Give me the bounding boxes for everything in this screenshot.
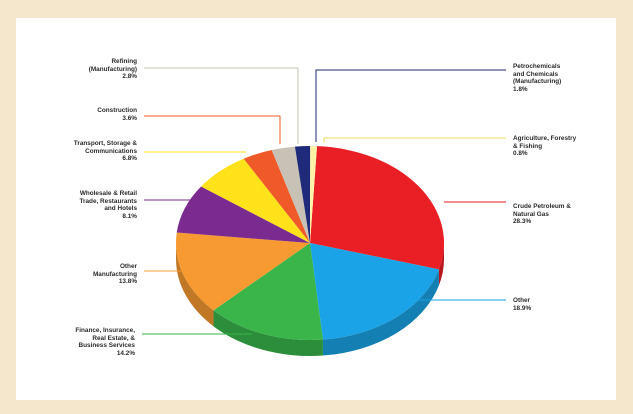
slice-label-value: 8.1% (122, 212, 137, 220)
chart-card: Crude Petroleum & Natural Gas 28.3% Other 1… (16, 18, 616, 400)
pie-side-walls (176, 243, 444, 356)
slice-label-name: Agriculture, Forestry & Fishing (513, 135, 577, 150)
slice-label-value: 18.9% (513, 304, 532, 312)
slice-label-value: 28.3% (513, 218, 532, 226)
slice-label-4: Wholesale & Retail Trade, Restaurants an… (79, 190, 137, 220)
slice-label-name: Refining (Manufacturing) (88, 58, 137, 73)
pie-slice-4 (176, 186, 310, 243)
slice-label-1: Other 18.9% (513, 297, 531, 312)
pie-top-faces (176, 146, 444, 340)
slice-label-value: 6.8% (122, 155, 137, 163)
pie-slice-1 (310, 243, 439, 340)
slice-label-value: 0.8% (513, 150, 528, 158)
slice-label-value: 14.2% (116, 349, 135, 357)
leader-line-9 (323, 137, 506, 143)
slice-label-name: Other Manufacturing (92, 263, 137, 278)
leader-line-7 (144, 67, 299, 144)
pie-slice-side-3 (176, 243, 214, 327)
pie-slice-7 (271, 146, 310, 243)
pie-slice-2 (213, 243, 323, 340)
pie-slice-3 (176, 232, 310, 311)
pie-slice-0 (310, 146, 444, 270)
leader-line-8 (315, 69, 506, 142)
pie-slice-5 (201, 158, 310, 243)
slice-label-value: 2.8% (122, 73, 137, 81)
slice-label-name: Petrochemicals and Chemicals (Manufactur… (513, 63, 562, 86)
slice-label-value: 13.8% (118, 278, 137, 286)
slice-label-value: 1.8% (513, 85, 528, 93)
slice-label-3: Other Manufacturing 13.8% (93, 263, 137, 286)
pie-slice-side-0 (438, 243, 444, 286)
slice-label-name: Transport, Storage & Communications (73, 140, 137, 155)
slice-label-2: Finance, Insurance, Real Estate, & Busin… (75, 327, 135, 357)
slice-label-value: 3.6% (122, 114, 137, 122)
pie-slice-8 (294, 146, 311, 243)
pie-slice-6 (243, 150, 310, 243)
slice-label-7: Refining (Manufacturing) 2.8% (89, 58, 137, 81)
leader-line-6 (144, 115, 281, 144)
slice-label-name: Crude Petroleum & Natural Gas (513, 203, 571, 218)
slice-label-5: Transport, Storage & Communications 6.8% (74, 140, 137, 163)
slice-label-name: Other (513, 297, 531, 304)
slice-label-0: Crude Petroleum & Natural Gas 28.3% (513, 203, 571, 226)
slice-label-9: Agriculture, Forestry & Fishing 0.8% (513, 135, 576, 158)
leader-lines (142, 67, 506, 335)
slice-label-8: Petrochemicals and Chemicals (Manufactur… (513, 63, 561, 93)
slice-label-6: Construction 3.6% (97, 107, 137, 122)
slice-label-name: Finance, Insurance, Real Estate, & Busin… (75, 327, 135, 350)
pie-slice-9 (310, 146, 318, 243)
pie-slice-side-2 (213, 310, 323, 356)
slice-label-name: Construction (97, 107, 137, 114)
slice-label-name: Wholesale & Retail Trade, Restaurants an… (79, 190, 137, 213)
pie-slice-side-1 (322, 269, 439, 356)
pie-chart (142, 67, 506, 356)
